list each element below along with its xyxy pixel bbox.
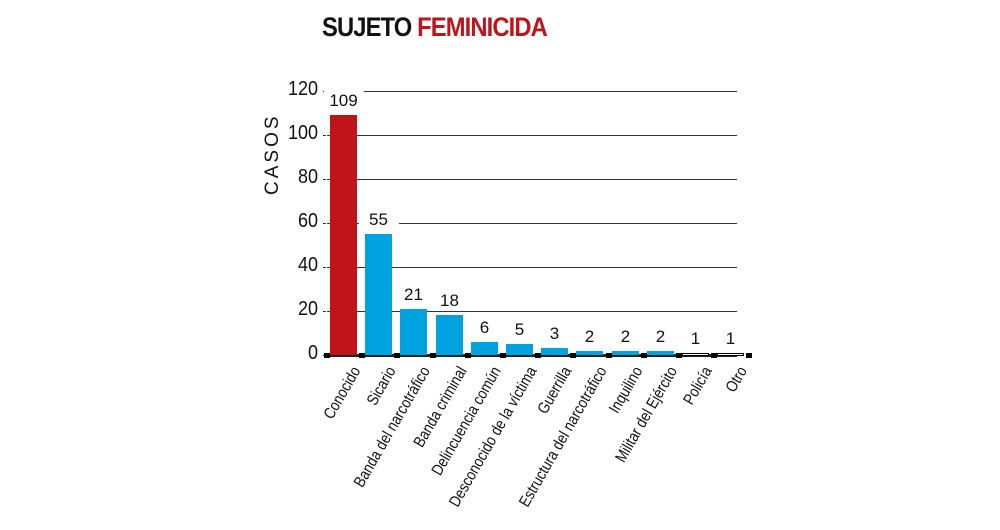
- y-tick-mark: [323, 311, 326, 312]
- value-label: 109: [323, 91, 364, 111]
- bar-conocido: [330, 115, 357, 355]
- x-tick-label: Otro: [723, 364, 752, 396]
- y-tick-label: 120: [287, 78, 318, 100]
- bar-guerrilla: [541, 348, 568, 355]
- y-tick-mark: [323, 267, 326, 268]
- bar-militar-del-ej-rcito: [647, 351, 674, 355]
- x-tick-label: Conocido: [320, 364, 365, 423]
- value-label: 21: [393, 285, 434, 305]
- baseline-separator: [430, 353, 436, 358]
- y-tick-mark: [323, 223, 326, 224]
- baseline-separator: [641, 353, 647, 358]
- value-label: 55: [358, 210, 399, 230]
- gridline: [327, 135, 737, 136]
- y-tick-label: 100: [287, 122, 318, 144]
- baseline-separator: [359, 353, 365, 358]
- bar-inquilino: [612, 351, 639, 355]
- value-label: 1: [710, 329, 751, 349]
- bar-estructura-del-narcotr-fico: [576, 351, 603, 355]
- baseline-separator: [746, 353, 752, 358]
- gridline: [327, 91, 737, 92]
- baseline-separator: [535, 353, 541, 358]
- title-part-feminicida: FEMINICIDA: [417, 12, 548, 42]
- value-label: 3: [534, 324, 575, 344]
- bar-polic-a: [682, 353, 709, 356]
- y-tick-label: 0: [307, 342, 318, 364]
- gridline: [327, 179, 737, 180]
- bar-sicario: [365, 234, 392, 355]
- bar-banda-criminal: [436, 315, 463, 355]
- gridline: [327, 267, 737, 268]
- y-tick-mark: [323, 135, 326, 136]
- x-tick-label: Policía: [681, 364, 717, 408]
- gridline: [327, 223, 737, 224]
- bar-desconocido-de-la-v-ctima: [506, 344, 533, 355]
- bar-delincuencia-com-n: [471, 342, 498, 355]
- chart-title: SUJETO FEMINICIDA: [322, 12, 548, 43]
- gridline: [327, 311, 737, 312]
- baseline-separator: [570, 353, 576, 358]
- baseline-separator: [500, 353, 506, 358]
- baseline-separator: [711, 353, 717, 358]
- baseline-separator: [394, 353, 400, 358]
- bar-otro: [717, 353, 744, 356]
- value-label: 2: [640, 327, 681, 347]
- value-label: 18: [429, 291, 470, 311]
- baseline-separator: [324, 353, 330, 358]
- baseline-separator: [606, 353, 612, 358]
- y-tick-label: 20: [297, 298, 318, 320]
- y-tick-mark: [323, 179, 326, 180]
- value-label: 2: [569, 327, 610, 347]
- x-axis-baseline: [327, 354, 737, 357]
- baseline-separator: [676, 353, 682, 358]
- title-part-subject: SUJETO: [322, 12, 412, 42]
- value-label: 2: [605, 327, 646, 347]
- value-label: 6: [464, 318, 505, 338]
- bar-banda-del-narcotr-fico: [400, 309, 427, 355]
- y-tick-label: 80: [297, 166, 318, 188]
- value-label: 1: [675, 329, 716, 349]
- x-tick-label: Sicario: [363, 364, 400, 409]
- baseline-separator: [465, 353, 471, 358]
- y-tick-label: 40: [297, 254, 318, 276]
- value-label: 5: [499, 320, 540, 340]
- y-tick-label: 60: [297, 210, 318, 232]
